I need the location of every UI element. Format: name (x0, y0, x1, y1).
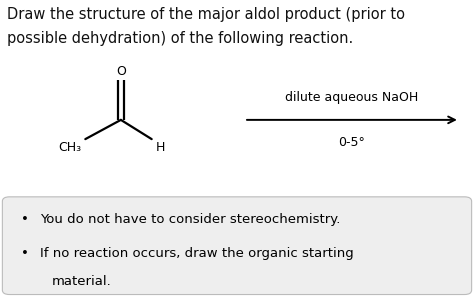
Text: H: H (155, 141, 165, 155)
FancyBboxPatch shape (2, 197, 472, 295)
Text: 0-5°: 0-5° (338, 136, 365, 149)
Text: If no reaction occurs, draw the organic starting: If no reaction occurs, draw the organic … (40, 247, 354, 260)
Text: dilute aqueous NaOH: dilute aqueous NaOH (285, 91, 419, 104)
Text: •: • (21, 247, 29, 260)
Text: possible dehydration) of the following reaction.: possible dehydration) of the following r… (7, 31, 353, 46)
Text: Draw the structure of the major aldol product (prior to: Draw the structure of the major aldol pr… (7, 7, 405, 22)
Text: CH₃: CH₃ (58, 141, 82, 155)
Text: You do not have to consider stereochemistry.: You do not have to consider stereochemis… (40, 213, 341, 226)
Text: •: • (21, 213, 29, 226)
Text: material.: material. (52, 275, 112, 288)
Text: O: O (116, 65, 126, 78)
